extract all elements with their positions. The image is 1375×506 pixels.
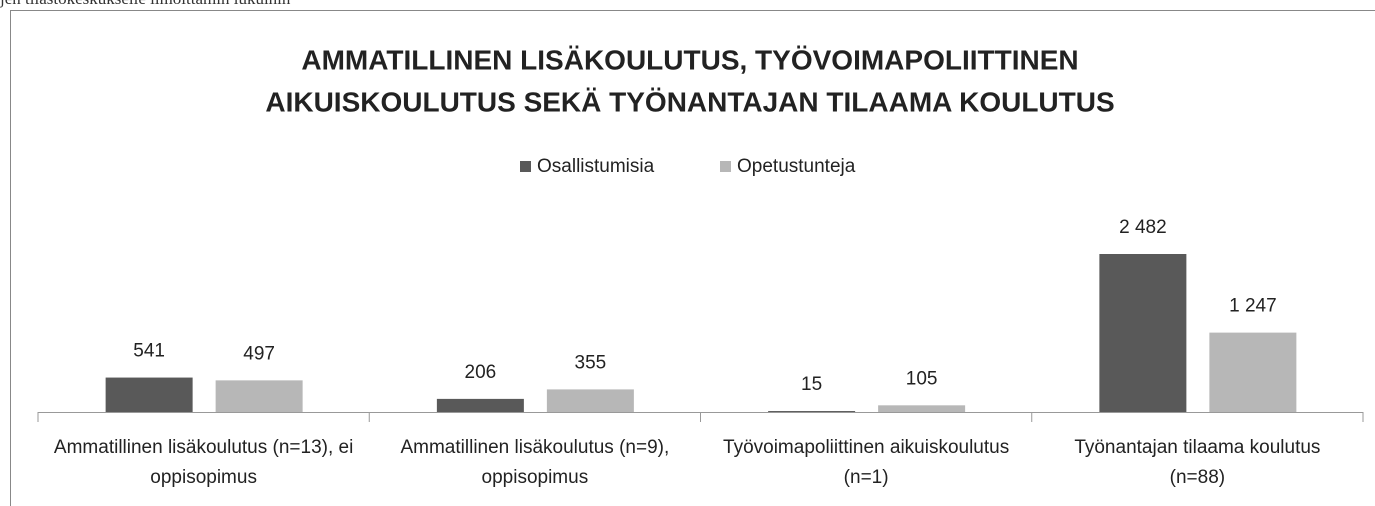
bar bbox=[1099, 254, 1187, 412]
chart-title: AIKUISKOULUTUS SEKÄ TYÖNANTAJAN TILAAMA … bbox=[265, 86, 1114, 117]
value-label: 355 bbox=[575, 352, 607, 373]
bar bbox=[436, 398, 524, 412]
bar bbox=[1209, 332, 1297, 412]
x-tick-label: Työnantajan tilaama koulutus (n=88) bbox=[1074, 437, 1321, 488]
value-label: 1 247 bbox=[1229, 296, 1277, 317]
x-tick-label: Työvoimapoliittinen aikuiskoulutus (n=1) bbox=[723, 437, 1010, 488]
value-label: 541 bbox=[133, 341, 165, 362]
legend-label: Osallistumisia bbox=[537, 156, 655, 177]
bar bbox=[546, 389, 634, 412]
chart-title: AMMATILLINEN LISÄKOULUTUS, TYÖVOIMAPOLII… bbox=[301, 44, 1078, 75]
bar bbox=[105, 377, 193, 412]
bar bbox=[768, 411, 856, 412]
value-label: 497 bbox=[243, 343, 275, 364]
legend-label: Opetustunteja bbox=[737, 156, 856, 177]
bar bbox=[215, 380, 303, 412]
bar bbox=[878, 405, 966, 412]
legend-swatch bbox=[520, 161, 531, 172]
chart-frame bbox=[10, 10, 1375, 506]
value-label: 2 482 bbox=[1119, 217, 1167, 238]
x-tick-label: Ammatillinen lisäkoulutus (n=9), oppisop… bbox=[400, 437, 670, 488]
value-label: 15 bbox=[801, 374, 822, 395]
legend-swatch bbox=[720, 161, 731, 172]
caption: jen tilastokeskukselle ilmoittamin lukui… bbox=[0, 0, 290, 9]
value-label: 105 bbox=[906, 368, 938, 389]
value-label: 206 bbox=[465, 362, 497, 383]
x-tick-label: Ammatillinen lisäkoulutus (n=13), ei opp… bbox=[53, 437, 354, 488]
